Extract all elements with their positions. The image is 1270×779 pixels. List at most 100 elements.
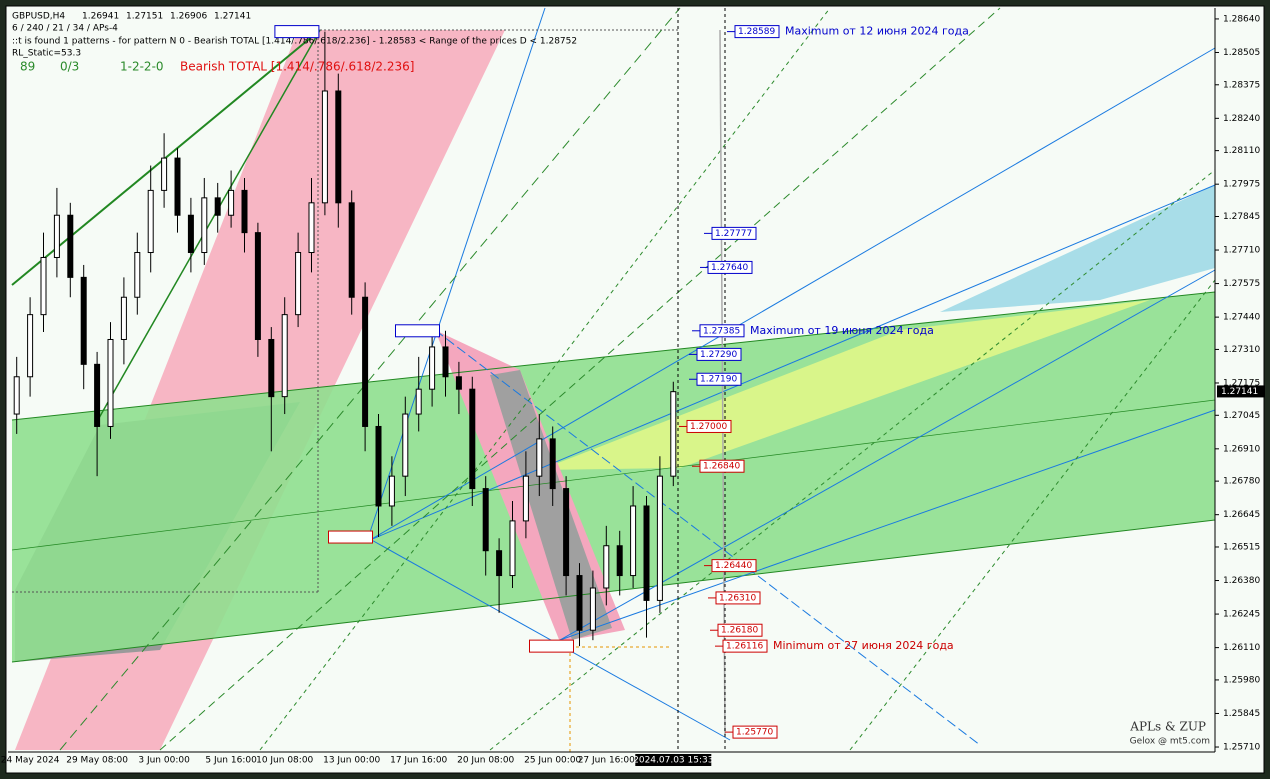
candle-body <box>616 545 623 577</box>
y-tick-label: 1.27845 <box>1223 212 1260 222</box>
level-box <box>696 347 742 361</box>
x-label-box <box>635 754 712 766</box>
level-box <box>732 725 778 739</box>
y-tick-label: 1.25710 <box>1223 743 1260 753</box>
last-price-box <box>1217 385 1265 398</box>
level-label: 1.27640 <box>711 263 748 273</box>
level-label: 1.27777 <box>715 229 752 239</box>
candle-body <box>80 276 87 365</box>
level-label: 1.26116 <box>726 642 763 652</box>
x-tick-label: 5 Jun 16:00 <box>205 756 257 766</box>
y-tick-label: 1.28240 <box>1223 114 1260 124</box>
level-box <box>696 372 742 386</box>
level-label: 1.25770 <box>736 728 773 738</box>
y-tick-label: 1.26780 <box>1223 477 1260 487</box>
candle-body <box>295 252 302 316</box>
symbol: GBPUSD,H4 <box>12 12 65 22</box>
y-tick-label: 1.26380 <box>1223 576 1260 586</box>
candle-body <box>576 575 583 631</box>
level-box <box>711 226 757 240</box>
candle-body <box>415 388 422 415</box>
candle-body <box>402 413 409 477</box>
pattern-point-box <box>328 530 373 544</box>
candle-body <box>670 391 677 477</box>
level-box <box>717 623 763 637</box>
candle-body <box>455 376 462 390</box>
x-tick-label: 25 Jun 00:00 <box>524 756 581 766</box>
ohlc-value: 1.27151 <box>126 12 163 22</box>
status: 89 <box>20 60 35 74</box>
level-box <box>734 25 780 39</box>
pattern-point-box <box>274 25 320 39</box>
candle-body <box>375 425 382 507</box>
candle-body <box>201 197 208 254</box>
y-tick-label: 1.28375 <box>1223 80 1260 90</box>
y-tick-label: 1.27175 <box>1223 378 1260 388</box>
candle-body <box>254 232 261 340</box>
x-tick-label: 27 Jun 16:00 <box>578 756 635 766</box>
candle-body <box>147 189 154 254</box>
candle-body <box>442 346 449 378</box>
level-note: Maximum от 19 июня 2024 года <box>750 324 934 337</box>
candle-body <box>281 314 288 398</box>
watermark: Gelox @ mt5.com <box>1130 737 1210 747</box>
y-tick-label: 1.28640 <box>1223 14 1260 24</box>
candle-body <box>134 252 141 298</box>
level-box <box>699 459 745 473</box>
level-label: 1.28589 <box>738 27 775 37</box>
x-tick-label: 2024.07.03 15:33 <box>633 756 713 766</box>
candle-body <box>53 214 60 258</box>
y-tick-label: 1.26245 <box>1223 610 1260 620</box>
x-tick-label: 3 Jun 00:00 <box>138 756 190 766</box>
y-tick-label: 1.26110 <box>1223 643 1260 653</box>
x-tick-label: 29 May 08:00 <box>66 756 128 766</box>
candle-body <box>187 214 194 254</box>
candle-body <box>308 202 315 254</box>
candle-body <box>174 157 181 216</box>
x-tick-label: 17 Jun 16:00 <box>390 756 447 766</box>
level-label: 1.27290 <box>700 350 737 360</box>
y-tick-label: 1.27975 <box>1223 180 1260 190</box>
candle-body <box>482 488 489 552</box>
watermark: APLs & ZUP <box>1129 720 1206 734</box>
level-label: 1.27385 <box>703 326 740 336</box>
y-tick-label: 1.27710 <box>1223 246 1260 256</box>
ohlc-value: 1.27141 <box>214 12 251 22</box>
status: 0/3 <box>60 60 79 74</box>
candle-body <box>630 505 637 577</box>
level-label: 1.26840 <box>703 462 740 472</box>
y-tick-label: 1.27045 <box>1223 411 1260 421</box>
candle-body <box>321 90 328 204</box>
level-box <box>715 591 761 605</box>
candle-body <box>67 214 74 278</box>
candle-body <box>348 202 355 298</box>
candle-body <box>268 338 275 398</box>
level-box <box>699 324 745 338</box>
y-tick-label: 1.28110 <box>1223 146 1260 156</box>
info-line: ::t is found 1 patterns - for pattern N … <box>12 37 577 47</box>
level-label: 1.27190 <box>700 375 737 385</box>
candle-body <box>469 388 476 490</box>
y-tick-label: 1.26910 <box>1223 444 1260 454</box>
candle-body <box>107 338 114 427</box>
ohlc-value: 1.26906 <box>170 12 207 22</box>
candle-body <box>241 189 248 234</box>
level-label: 1.26440 <box>715 561 752 571</box>
candle-body <box>13 376 20 415</box>
candle-body <box>40 256 47 316</box>
level-box <box>707 260 753 274</box>
pattern-point-box <box>395 324 440 338</box>
candle-body <box>643 505 650 601</box>
x-tick-label: 20 Jun 08:00 <box>457 756 514 766</box>
candle-body <box>94 363 101 427</box>
y-tick-label: 1.26645 <box>1223 510 1260 520</box>
last-price-label: 1.27141 <box>1221 387 1258 397</box>
candle-body <box>549 438 556 490</box>
x-tick-label: 24 May 2024 <box>1 756 60 766</box>
candle-body <box>335 90 342 204</box>
y-tick-label: 1.27440 <box>1223 313 1260 323</box>
y-tick-label: 1.27575 <box>1223 279 1260 289</box>
candle-body <box>362 296 369 427</box>
x-tick-label: 10 Jun 08:00 <box>256 756 313 766</box>
